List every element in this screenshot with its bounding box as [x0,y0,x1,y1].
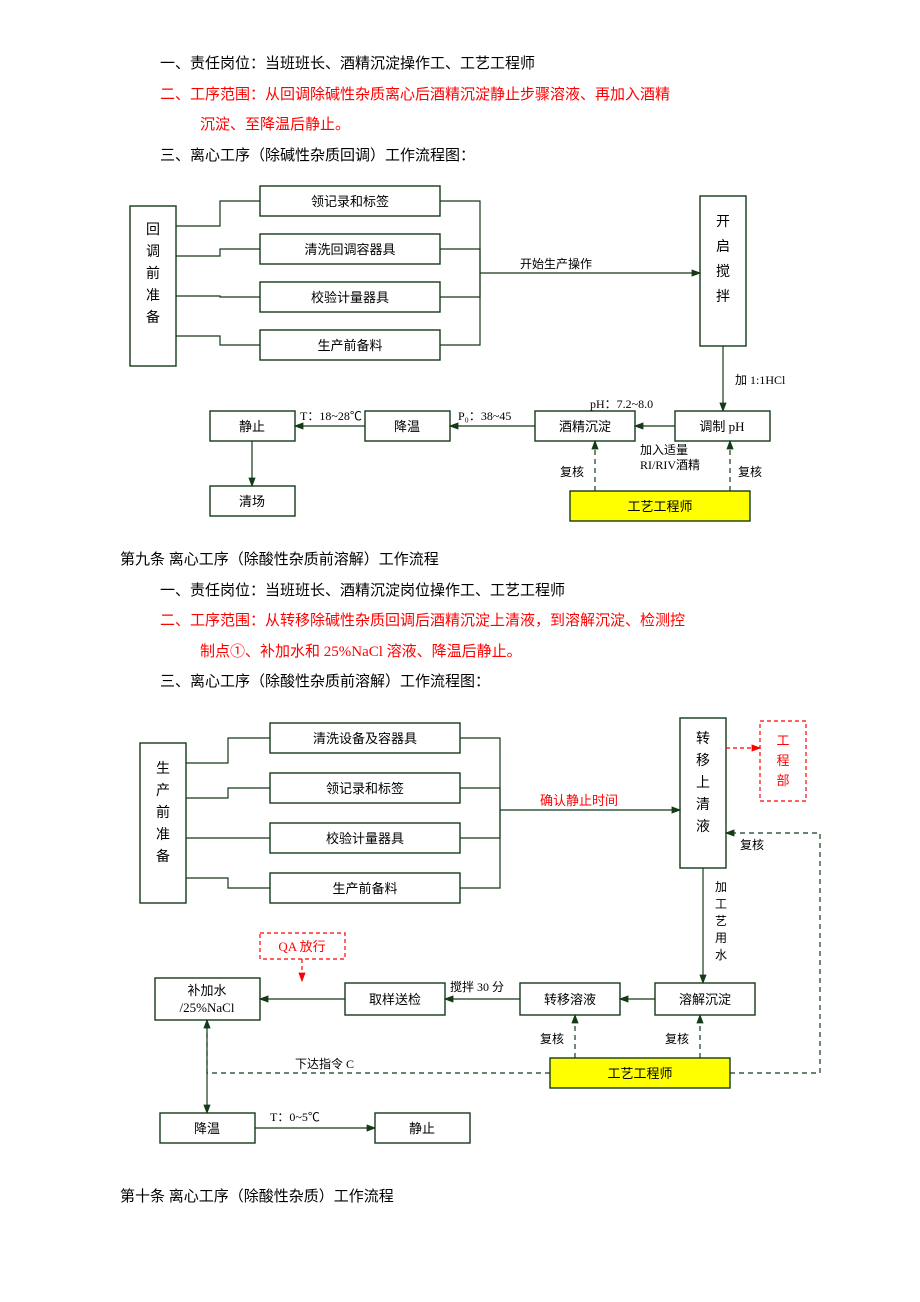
n2b1t: 清洗设备及容器具 [313,731,417,746]
e-stir: 搅拌 30 分 [450,979,504,994]
start-c3: 搅 [716,264,730,280]
move-t: 转移溶液 [544,992,596,1007]
b4-text: 生产前备料 [317,338,382,353]
p2c4: 准 [156,827,170,843]
prep-c2: 调 [146,244,160,260]
h9: 第九条 离心工序（除酸性杂质前溶解）工作流程 [120,546,800,575]
start-c4: 拌 [716,289,730,305]
eng2-t: 工艺工程师 [607,1066,672,1081]
ew5: 水 [715,948,727,962]
start-c1: 开 [716,215,730,230]
l-c4 [440,273,480,345]
still2-t: 静止 [409,1121,435,1136]
ew1: 加 [715,880,727,894]
prep-c3: 前 [146,265,160,282]
prep-c5: 备 [146,309,160,326]
s1-item2a: 二、工序范围：从回调除碱性杂质离心后酒精沉淀静止步骤溶液、再加入酒精 [160,81,800,110]
ew2: 工 [715,897,727,911]
trc3: 上 [696,775,710,791]
dc1: 工 [776,733,789,748]
cool-text: 降温 [394,419,420,434]
clear-text: 清场 [239,494,265,509]
l2c2 [460,788,500,810]
p2c3: 前 [156,804,170,821]
dc2: 程 [776,753,789,768]
l2c1 [460,738,500,810]
ph-text: 调制 pH [699,419,744,434]
e-t2: T：0~5℃ [270,1110,320,1124]
ew4: 用 [715,931,727,945]
l-p1 [176,201,260,226]
l-fh-trans [726,833,820,1073]
e-fh-m: 复核 [540,1032,564,1046]
l2p1 [186,738,270,763]
l-c3 [440,273,480,297]
e-t: T：18~28℃ [300,409,362,423]
l-p2 [176,249,260,256]
e-start: 开始生产操作 [520,256,592,271]
n2b2t: 领记录和标签 [326,781,404,796]
flowchart-1: 回 调 前 准 备 领记录和标签 清洗回调容器具 校验计量器具 生产前备料 开 … [120,176,820,536]
cool2-t: 降温 [194,1121,220,1136]
add-t1: 补加水 [187,983,226,998]
p2c2: 产 [156,783,170,799]
dis-t: 溶解沉淀 [679,992,731,1007]
b3-text: 校验计量器具 [311,290,389,305]
flowchart-2: 生 产 前 准 备 清洗设备及容器具 领记录和标签 校验计量器具 生产前备料 转… [120,703,840,1173]
ew3: 艺 [715,914,727,928]
qa-t: QA 放行 [278,939,325,954]
e-fh1: 复核 [560,465,584,479]
s1-item3: 三、离心工序（除碱性杂质回调）工作流程图： [160,142,800,171]
prep-c4: 准 [146,288,160,304]
l2c4 [460,810,500,888]
m-item2b: 制点①、补加水和 25%NaCl 溶液、降温后静止。 [160,638,800,667]
dc3: 部 [776,773,789,788]
b1-text: 领记录和标签 [311,194,389,209]
e-fh-t: 复核 [740,838,764,852]
l-cmd [207,1020,550,1073]
alc-text: 酒精沉淀 [559,419,611,434]
e-ph: pH：7.2~8.0 [590,397,653,411]
start-c2: 启 [716,239,730,255]
e-cmd: 下达指令 C [295,1056,354,1071]
b2-text: 清洗回调容器具 [304,242,395,257]
samp-t: 取样送检 [369,992,421,1007]
p2c1: 生 [156,761,170,777]
s1-item1: 一、责任岗位：当班班长、酒精沉淀操作工、工艺工程师 [160,50,800,79]
e-conf: 确认静止时间 [540,793,618,808]
e-fh2: 复核 [738,465,762,479]
e-hcl: 加 1:1HCl [735,373,786,387]
e-alc2: RI/RIV酒精 [640,458,700,472]
n2b3t: 校验计量器具 [326,831,404,846]
trc4: 清 [696,797,710,813]
trc5: 液 [696,819,710,835]
l2c3 [460,810,500,838]
trc1: 转 [696,731,710,747]
l-c1 [440,201,480,273]
still-text: 静止 [239,419,265,434]
add-t2: /25%NaCl [180,1000,235,1015]
e-alc1: 加入适量 [640,443,688,457]
n2b4t: 生产前备料 [332,881,397,896]
e-p0: P₀：38~45 [458,409,511,423]
l-p3 [176,296,260,297]
l-c2 [440,249,480,273]
m-item1: 一、责任岗位：当班班长、酒精沉淀岗位操作工、工艺工程师 [160,577,800,606]
h10: 第十条 离心工序（除酸性杂质）工作流程 [120,1183,800,1212]
l2p4 [186,878,270,888]
e-fh-d: 复核 [665,1032,689,1046]
l-p4 [176,336,260,345]
l2p2 [186,788,270,798]
p2c5: 备 [156,848,170,865]
prep-c1: 回 [146,222,160,238]
m-item3: 三、离心工序（除酸性杂质前溶解）工作流程图： [160,668,800,697]
trc2: 移 [696,753,710,769]
m-item2a: 二、工序范围：从转移除碱性杂质回调后酒精沉淀上清液，到溶解沉淀、检测控 [160,607,800,636]
s1-item2b: 沉淀、至降温后静止。 [160,111,800,140]
eng-text: 工艺工程师 [627,499,692,514]
